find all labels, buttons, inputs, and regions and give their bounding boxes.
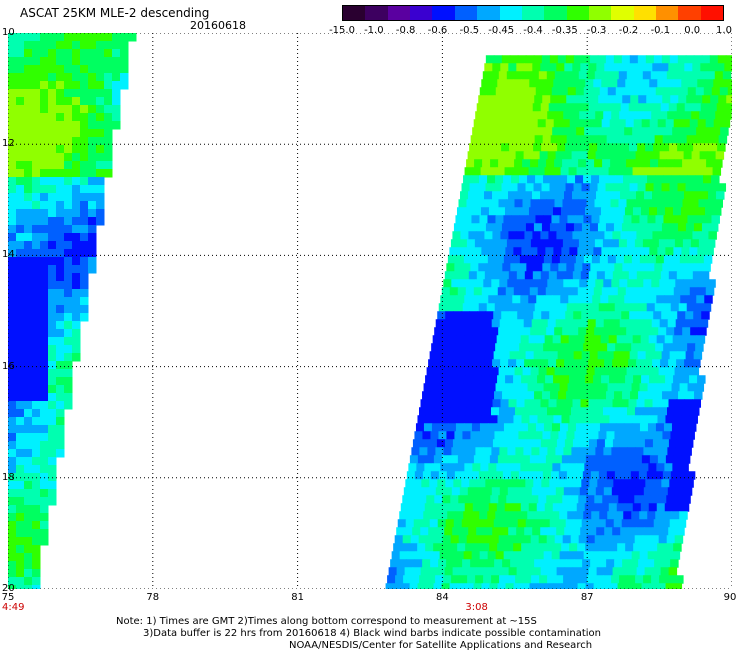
colorbar-swatch — [566, 6, 589, 20]
lon-label: 90 — [723, 592, 737, 603]
map-title: ASCAT 25KM MLE-2 descending — [20, 6, 210, 20]
colorbar-swatch — [544, 6, 567, 20]
time-label: 3:08 — [465, 602, 488, 613]
colorbar-swatch — [633, 6, 657, 20]
lat-label: 20 — [2, 583, 15, 594]
colorbar-swatch — [611, 6, 634, 20]
colorbar-label: -0.35 — [551, 25, 578, 36]
footnote: Note: 1) Times are GMT 2)Times along bot… — [116, 616, 601, 652]
colorbar-label: -0.1 — [650, 25, 671, 36]
colorbar-swatch — [656, 6, 679, 20]
colorbar-swatch — [521, 6, 545, 20]
swath-map — [8, 33, 732, 589]
note-line-2: 3)Data buffer is 22 hrs from 20160618 4)… — [143, 628, 601, 639]
colorbar-label: -1.0 — [364, 25, 384, 36]
lat-label: 10 — [2, 27, 15, 38]
colorbar-swatch — [343, 6, 366, 20]
lon-label: 87 — [580, 592, 594, 603]
lat-label: 12 — [2, 138, 15, 150]
east-swath — [385, 55, 732, 589]
lat-label: 18 — [2, 471, 15, 483]
note-line-1: Note: 1) Times are GMT 2)Times along bot… — [116, 616, 537, 627]
colorbar-label: 0.0 — [684, 25, 701, 36]
colorbar-label: -0.4 — [523, 25, 543, 36]
colorbar-label: -0.8 — [395, 25, 416, 36]
note-line-3: NOAA/NESDIS/Center for Satellite Applica… — [289, 640, 593, 651]
lon-label: 84 — [436, 592, 449, 603]
map-date: 20160618 — [190, 19, 246, 32]
lat-label: 14 — [2, 249, 15, 261]
colorbar-labels: -15.0 -1.0 -0.8 -0.6 -0.5 -0.45 -0.4 -0.35 -0.3-… — [322, 25, 736, 37]
west-swath — [8, 33, 137, 589]
colorbar-label: -0.5 — [459, 25, 480, 36]
colorbar-swatch — [410, 6, 433, 20]
lon-label: 81 — [291, 592, 304, 603]
colorbar-swatch — [432, 6, 455, 20]
graticule — [8, 33, 732, 589]
colorbar-swatch — [588, 6, 612, 20]
colorbar-swatch — [499, 6, 522, 20]
colorbar-label: -15.0 — [329, 25, 355, 36]
colorbar-swatch — [365, 6, 388, 20]
colorbar-swatch — [387, 6, 411, 20]
lon-label: 78 — [146, 592, 160, 603]
colorbar-swatch — [700, 6, 724, 20]
colorbar-label: -0.3 — [586, 25, 607, 36]
time-label: 4:49 — [2, 602, 25, 613]
colorbar-swatch — [678, 6, 701, 20]
colorbar-label: -0.2 — [618, 25, 639, 36]
colorbar-label: -0.6 — [427, 25, 448, 36]
lon-label: 75 — [1, 592, 15, 603]
colorbar-swatch — [477, 6, 500, 20]
lat-label: 16 — [2, 360, 15, 372]
colorbar — [342, 5, 724, 21]
colorbar-label: 1.0 — [716, 25, 732, 36]
colorbar-label: -0.45 — [488, 25, 515, 36]
colorbar-swatch — [454, 6, 478, 20]
